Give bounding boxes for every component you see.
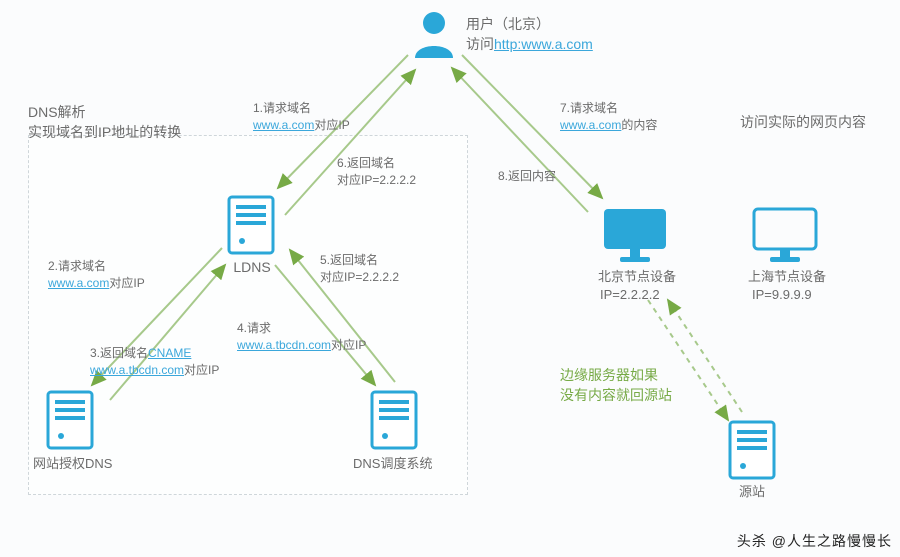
step3: 3.返回域名CNAME www.a.tbcdn.com对应IP — [90, 345, 219, 379]
step5: 5.返回域名 对应IP=2.2.2.2 — [320, 252, 399, 286]
step7: 7.请求域名 www.a.com的内容 — [560, 100, 657, 134]
step1: 1.请求域名 www.a.com对应IP — [253, 100, 350, 134]
step6: 6.返回域名 对应IP=2.2.2.2 — [337, 155, 416, 189]
step8: 8.返回内容 — [498, 168, 556, 185]
diagram-canvas: 用户（北京） 访问http:www.a.com DNS解析 实现域名到IP地址的… — [0, 0, 900, 557]
step4: 4.请求 www.a.tbcdn.com对应IP — [237, 320, 366, 354]
step2: 2.请求域名 www.a.com对应IP — [48, 258, 145, 292]
watermark: 头杀 @人生之路慢慢长 — [737, 531, 892, 551]
